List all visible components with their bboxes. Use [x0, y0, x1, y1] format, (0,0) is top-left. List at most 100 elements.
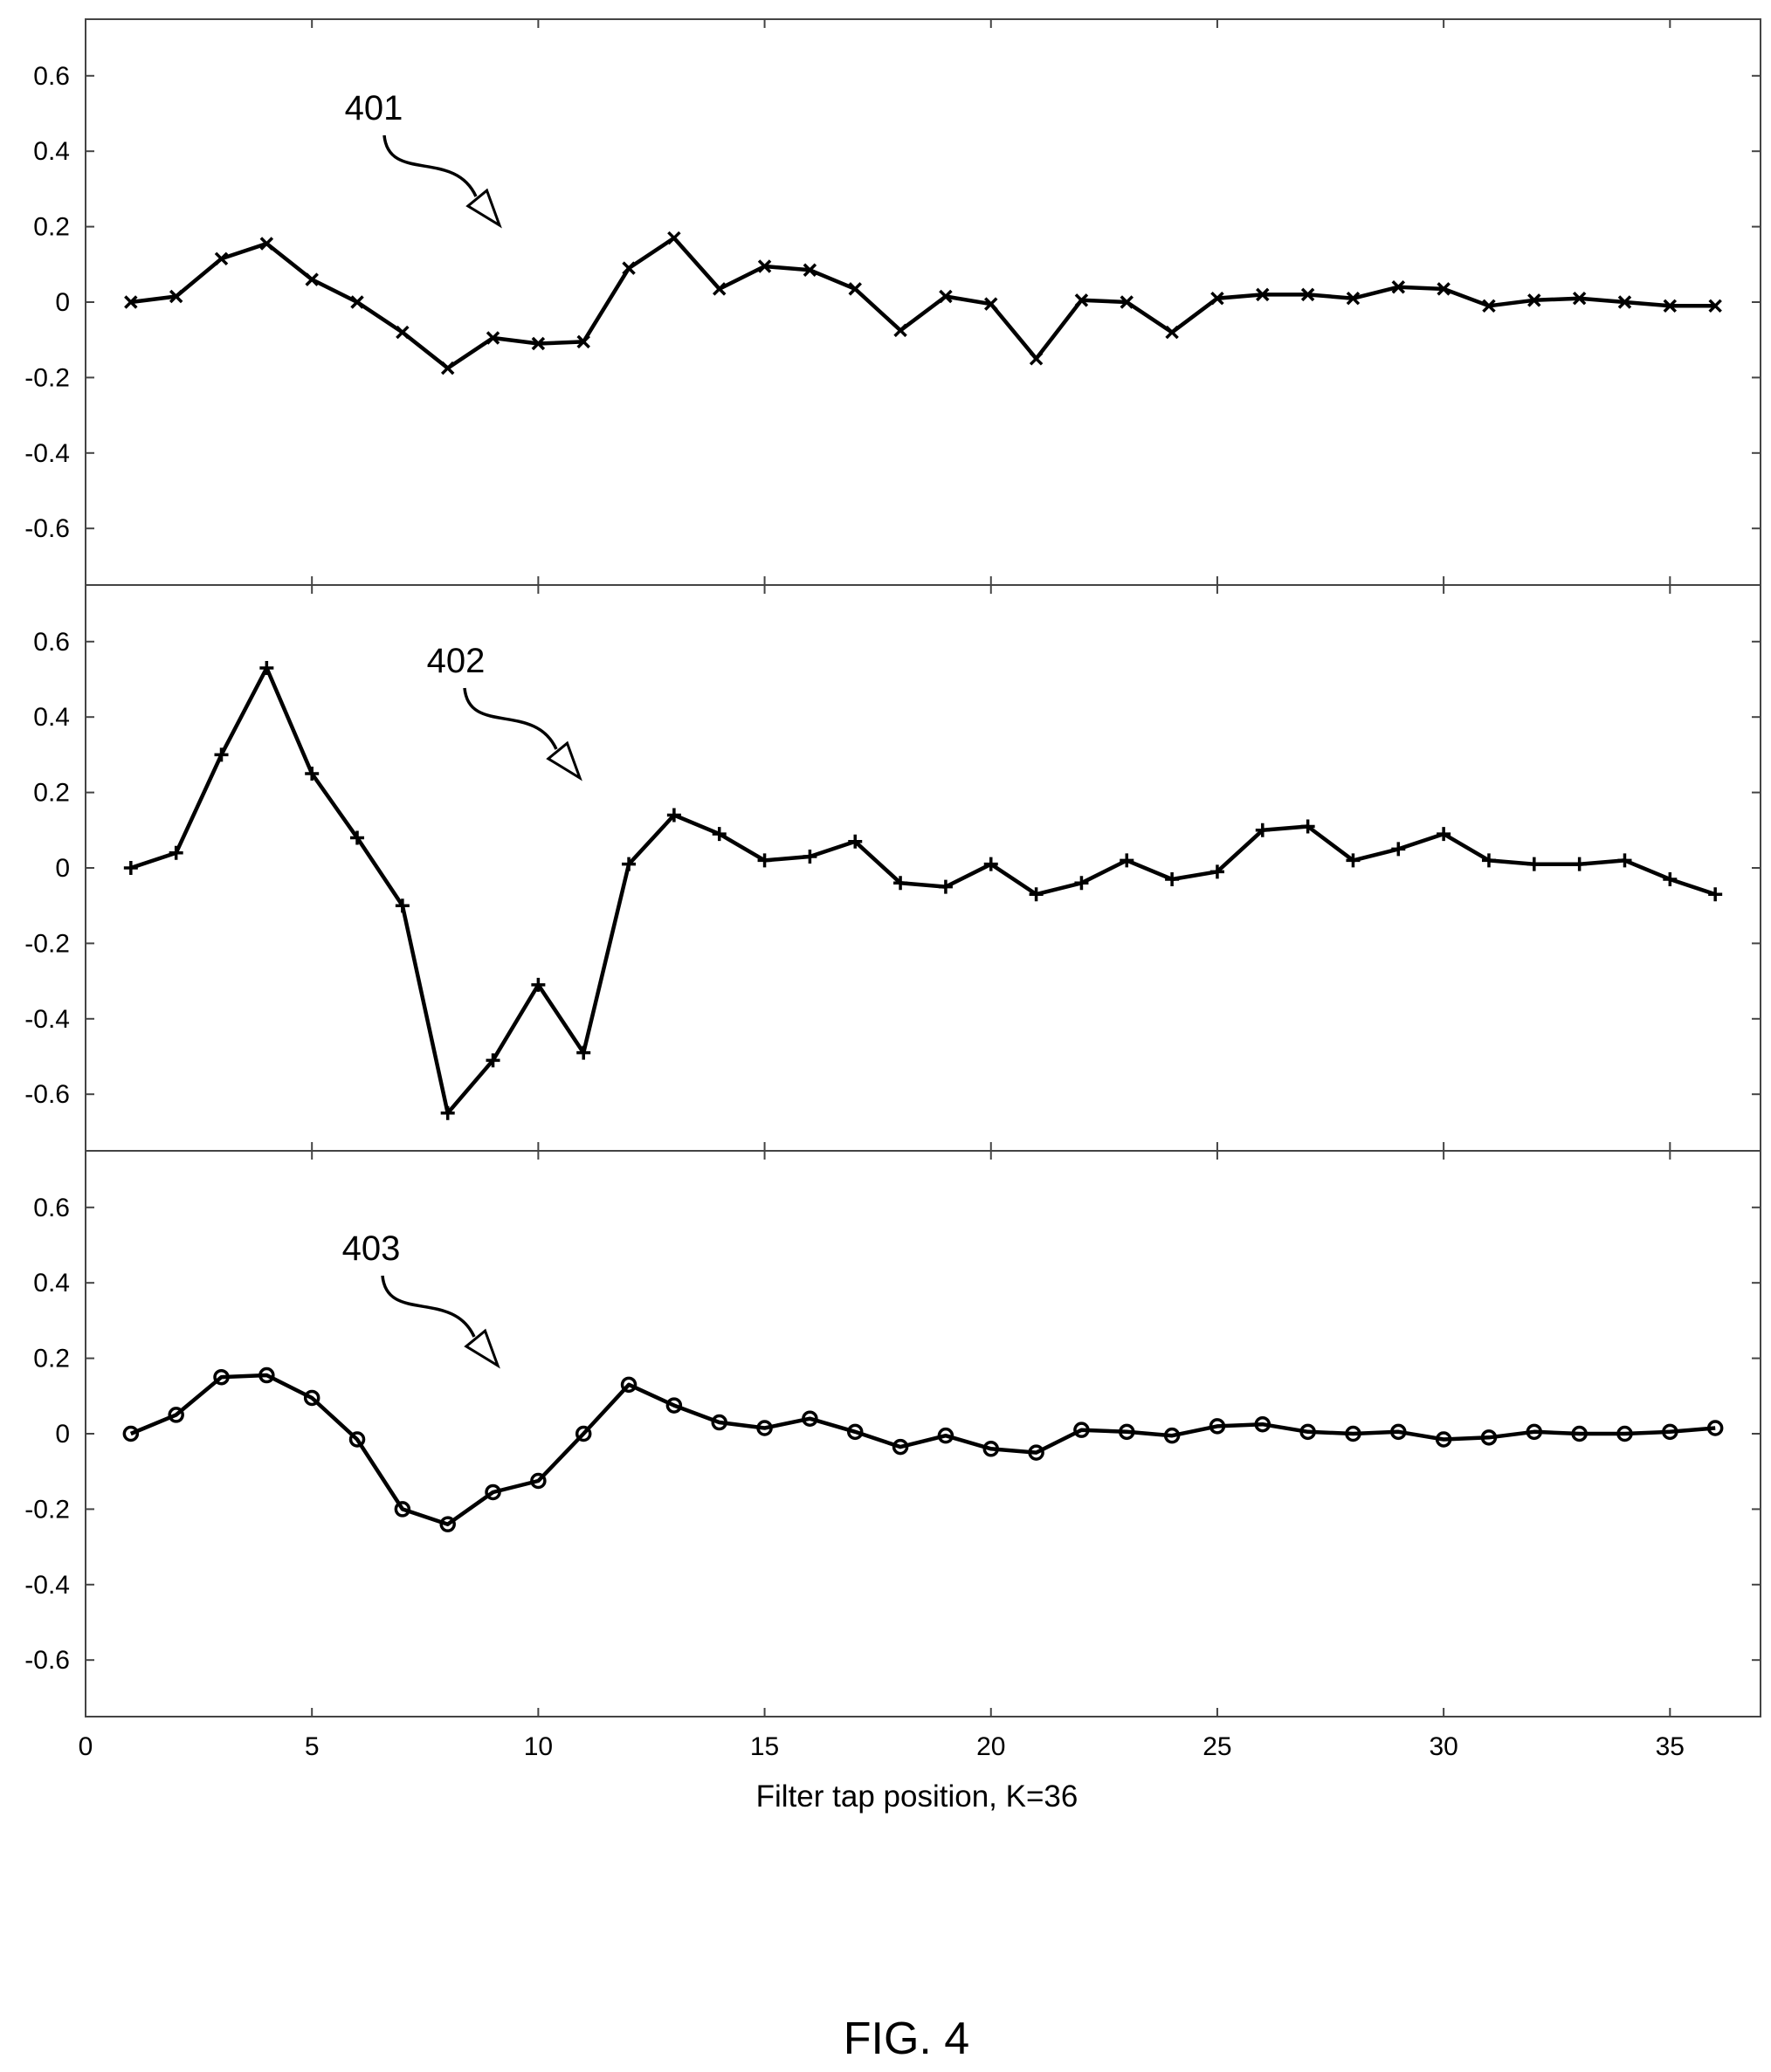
data-point	[1210, 291, 1224, 306]
data-point	[1708, 887, 1723, 902]
data-point	[1663, 871, 1678, 886]
data-point	[712, 827, 727, 842]
figure-caption: FIG. 4	[844, 2013, 969, 2064]
data-point	[1300, 287, 1315, 302]
data-point	[1074, 293, 1089, 307]
data-point	[1029, 352, 1044, 366]
data-point	[350, 830, 365, 845]
data-point	[846, 1423, 864, 1441]
data-point	[440, 361, 455, 375]
y-tick-label: 0.2	[33, 779, 70, 808]
x-tick-label: 25	[1202, 1732, 1231, 1761]
y-tick-label: 0	[55, 854, 70, 883]
data-point	[984, 297, 998, 311]
data-point	[259, 237, 274, 251]
data-point	[1391, 842, 1406, 857]
data-point	[486, 1053, 500, 1068]
data-point	[396, 325, 410, 340]
data-point	[1120, 853, 1134, 868]
data-point	[530, 1472, 547, 1490]
y-tick-label: 0	[55, 288, 70, 317]
data-point	[1028, 1444, 1044, 1461]
data-point	[1119, 1423, 1135, 1441]
data-point	[214, 747, 229, 762]
data-point	[303, 1389, 320, 1407]
data-point	[938, 879, 953, 894]
data-point	[576, 334, 590, 349]
data-point	[1300, 819, 1315, 834]
x-tick-label: 0	[79, 1732, 93, 1761]
reference-label-401: 401	[345, 89, 403, 127]
data-point	[1346, 853, 1361, 868]
data-point	[1299, 1423, 1316, 1441]
panel-401: 0.6 0.4 0.2 0 -0.2 -0.4 -0.6 401	[24, 18, 1761, 586]
data-point	[1480, 1429, 1498, 1446]
y-tick-label: -0.6	[24, 1646, 70, 1675]
y-tick-label: -0.6	[24, 1080, 70, 1109]
data-point	[893, 323, 907, 338]
data-point	[531, 977, 546, 992]
leader-arrow-head-icon	[546, 740, 582, 781]
data-point	[1526, 857, 1541, 871]
data-point	[1209, 1418, 1226, 1435]
y-tick-label: -0.2	[24, 1495, 70, 1524]
leader-arrow-head-icon	[465, 188, 502, 229]
data-point	[1209, 864, 1224, 879]
data-point	[893, 876, 908, 891]
data-point	[756, 1420, 773, 1436]
x-tick-label: 20	[976, 1732, 1005, 1761]
data-point	[1572, 857, 1587, 871]
data-point	[213, 1368, 230, 1386]
data-point	[1346, 291, 1361, 306]
data-point	[1256, 287, 1270, 302]
data-point	[1437, 282, 1451, 296]
data-point	[305, 272, 319, 286]
data-point	[124, 295, 138, 309]
leader-arrow-head-icon	[464, 1328, 500, 1369]
data-point	[620, 1376, 637, 1394]
x-tick-label: 15	[750, 1732, 779, 1761]
y-tick-label: -0.6	[24, 514, 70, 543]
data-point	[1482, 299, 1496, 313]
y-tick-label: -0.2	[24, 363, 70, 392]
leader-arrow-curve	[463, 687, 558, 750]
data-point	[711, 1414, 727, 1431]
data-point	[667, 231, 681, 245]
x-tick-label: 10	[524, 1732, 553, 1761]
data-point	[1254, 1415, 1271, 1433]
data-point	[1706, 1420, 1724, 1436]
x-tick-label: 35	[1656, 1732, 1685, 1761]
y-tick-label: 0.2	[33, 1345, 70, 1373]
data-point	[1481, 853, 1496, 868]
data-point	[712, 282, 727, 296]
data-point	[1390, 1423, 1407, 1441]
data-point	[1073, 1421, 1090, 1438]
data-point	[802, 1410, 818, 1427]
data-point	[1526, 1423, 1543, 1441]
data-point	[982, 1441, 1000, 1457]
y-tick-label: 0.4	[33, 703, 70, 732]
data-point	[1662, 1423, 1678, 1441]
data-point	[348, 1431, 366, 1448]
data-point	[1165, 325, 1179, 340]
leader-arrow-curve	[381, 1275, 476, 1338]
data-point	[350, 295, 364, 309]
data-point	[439, 1516, 456, 1532]
y-tick-label: -0.2	[24, 929, 70, 958]
data-point	[214, 251, 229, 266]
data-point	[1437, 827, 1451, 842]
data-point	[848, 834, 863, 849]
data-point	[1391, 279, 1406, 294]
data-point	[122, 1425, 140, 1442]
plot-frame	[85, 584, 1761, 1152]
x-tick-label: 5	[305, 1732, 320, 1761]
data-point	[1435, 1431, 1452, 1448]
data-point	[394, 1501, 411, 1518]
panel-403: 0.6 0.4 0.2 0 -0.2 -0.4 -0.6 403	[24, 1150, 1761, 1717]
data-point	[892, 1438, 909, 1456]
data-point	[1165, 871, 1180, 886]
data-point	[531, 336, 546, 351]
data-point	[576, 1045, 591, 1060]
series-line-401	[130, 236, 1716, 370]
